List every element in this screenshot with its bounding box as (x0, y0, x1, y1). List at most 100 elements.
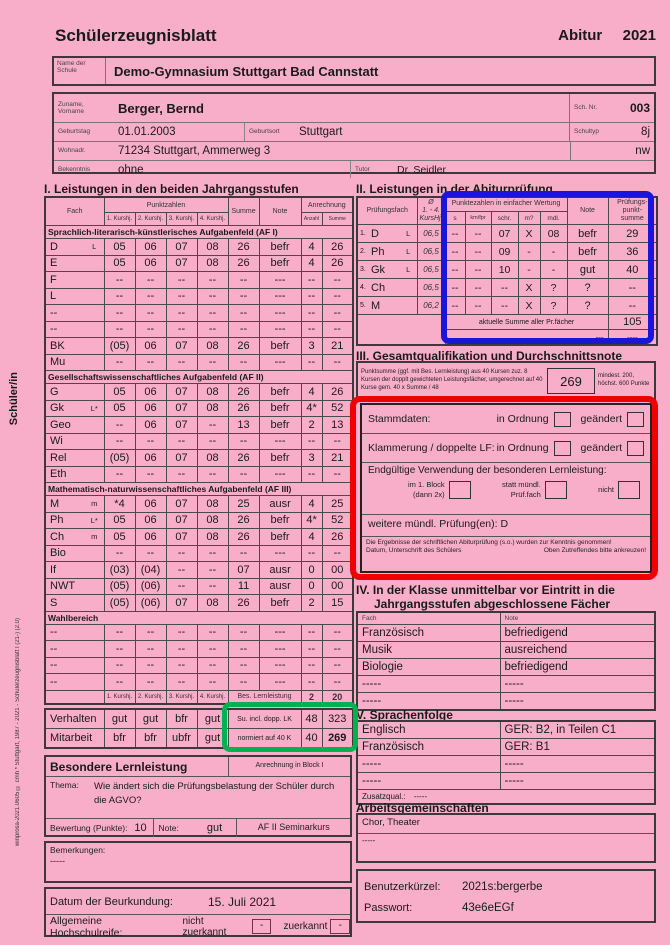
table-cell: 08 (196, 594, 229, 612)
table-cell: -- (196, 544, 229, 562)
table-cell: S (44, 594, 85, 612)
table-cell: -- (321, 465, 354, 483)
table-cell: 07 (165, 594, 198, 612)
table-row: L -- -- -- -- -- --- -- -- (44, 287, 354, 305)
table-cell: ausr (258, 561, 302, 579)
table-cell: L (85, 238, 105, 256)
table-cell: -- (134, 432, 167, 450)
table-cell: befr (258, 254, 302, 272)
table-cell: 52 (321, 511, 354, 529)
table-cell: 15 (321, 594, 354, 612)
exam-year: 2021 (622, 27, 656, 44)
table-cell (85, 465, 105, 483)
table-cell: befr (258, 528, 302, 546)
table-cell: D (370, 224, 400, 243)
geaendert-label-2: geändert (580, 442, 622, 454)
table-cell: -- (103, 287, 136, 305)
school-label: Name der Schule (54, 58, 106, 84)
table-cell: X (517, 296, 541, 315)
schnr-value: 003 (629, 101, 650, 115)
col-punktezahlen: Punktezahlen in einfacher Wertung (444, 196, 568, 212)
table-row: 2. Ph L 06,5 -- -- 09- - befr 36 (356, 242, 658, 261)
nicht-zuerkannt-label: nicht zuerkannt (182, 915, 227, 938)
table-cell: -- (444, 224, 466, 243)
table-cell: -- (165, 577, 198, 595)
table-cell: -- (300, 304, 323, 322)
table-cell: 05 (103, 399, 136, 417)
table-cell: -- (300, 656, 323, 674)
table-cell (85, 304, 105, 322)
col-pruefungssumme: Prüfungs-punkt-summe (607, 196, 658, 225)
table-cell: -- (165, 320, 198, 338)
table-cell: 08 (196, 337, 229, 355)
table-cell: -- (134, 465, 167, 483)
table-cell: befr (258, 511, 302, 529)
table-cell: befr (566, 224, 609, 243)
bll-note-label: Note: (153, 819, 192, 837)
table-cell: 26 (321, 254, 354, 272)
table-cell: 06,5 (416, 224, 446, 243)
table-cell: -- (300, 320, 323, 338)
bekenntnis-value: ohne (118, 163, 144, 176)
table-cell: E (44, 254, 85, 272)
table-cell: 00 (321, 577, 354, 595)
table-cell: -- (321, 640, 354, 658)
table-cell: Ph (370, 242, 400, 261)
geburtsort-value: Stuttgart (299, 126, 343, 138)
table-cell: 26 (321, 238, 354, 256)
table-cell: ----- (356, 675, 501, 693)
table-cell: 07 (165, 254, 198, 272)
student-name: Berger, Bernd (118, 100, 204, 116)
table-cell: ? (539, 278, 568, 297)
table-cell: -- (44, 673, 85, 691)
table-cell (400, 296, 418, 315)
table-cell: 05 (103, 528, 136, 546)
col-avg: Ø 1. - 4. KursHj. (416, 196, 446, 225)
table-cell: 4* (300, 511, 323, 529)
table-cell: --- (258, 320, 302, 338)
table-cell: 26 (227, 594, 260, 612)
aktuelle-summe-row: aktuelle Summe aller Pr.fächer 105 (357, 314, 658, 330)
table-cell: GER: B1 (499, 738, 656, 756)
table-cell (85, 254, 105, 272)
table-cell: Rel (44, 449, 85, 467)
table-cell: 26 (227, 337, 260, 355)
table-cell: 06 (134, 416, 167, 434)
table-cell: -- (300, 623, 323, 641)
table-cell: 26 (227, 399, 260, 417)
normiert-anzahl: 40 (300, 728, 323, 749)
schultyp-value: 8j (641, 126, 650, 138)
table-cell: -- (103, 623, 136, 641)
col-anrechnung: Anrechnung (300, 196, 354, 213)
ankreuzen-hint: Oben Zutreffendes bitte ankreuzen! (543, 547, 646, 555)
section3-title: III. Gesamtqualifikation und Durchschnit… (356, 349, 623, 363)
col-summe: Summe (227, 196, 260, 226)
table-cell: 4* (300, 399, 323, 417)
table-cell: 06 (134, 383, 167, 401)
table-cell: -- (103, 416, 136, 434)
table-cell: 26 (227, 528, 260, 546)
table-row: -- -- -- -- -- -- --- -- -- (44, 656, 354, 674)
zuerkannt-label: zuerkannt (283, 921, 328, 932)
table-cell: (06) (134, 594, 167, 612)
table-cell: -- (321, 544, 354, 562)
table-cell: -- (196, 623, 229, 641)
col-s: s (444, 211, 466, 225)
table-cell: --- (258, 640, 302, 658)
table-cell: -- (134, 544, 167, 562)
table-cell: 07 (490, 224, 519, 243)
table-cell: 08 (196, 238, 229, 256)
table-cell: befr (258, 238, 302, 256)
section4-title: IV. In der Klasse unmittelbar vor Eintri… (356, 583, 615, 611)
zuerkannt-checkbox: - (330, 919, 350, 934)
table-cell: (03) (103, 561, 136, 579)
table-cell: Ch (370, 278, 400, 297)
table-cell: -- (321, 656, 354, 674)
stammdaten-geaendert-checkbox (627, 411, 644, 427)
table-row: D L 05 06 07 08 26 befr 4 26 (44, 238, 354, 256)
table-cell: -- (196, 353, 229, 371)
datum-label: Datum der Beurkundung: (50, 895, 173, 908)
tutor-label: Tutor (350, 161, 391, 178)
table-cell: -- (134, 271, 167, 289)
